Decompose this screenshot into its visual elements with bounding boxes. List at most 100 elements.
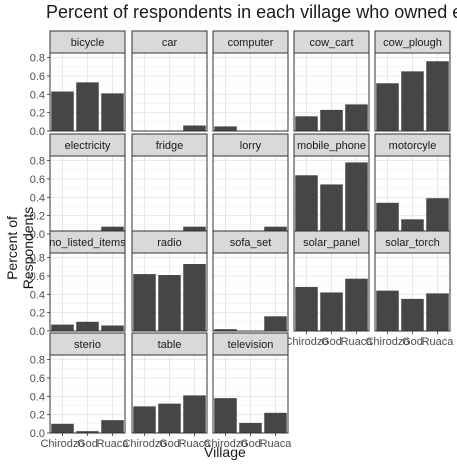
bar-motorcyle-chirodzo bbox=[376, 202, 399, 234]
bar-mobile-phone-chirodzo bbox=[295, 175, 318, 234]
bar-radio-ruaca bbox=[183, 264, 206, 331]
x-tick-label: God bbox=[402, 336, 423, 348]
panel-border bbox=[131, 252, 208, 332]
bar-mobile-phone-ruaca bbox=[345, 162, 368, 234]
strip-label: bicycle bbox=[71, 37, 105, 49]
y-tick-label: 0.0 bbox=[30, 126, 45, 138]
bar-bicycle-god bbox=[76, 82, 99, 131]
bar-fridge-ruaca bbox=[183, 226, 206, 234]
bar-cow-plough-chirodzo bbox=[376, 83, 399, 131]
panel-border bbox=[49, 52, 126, 132]
strip-label: solar_panel bbox=[303, 237, 360, 249]
strip-label: car bbox=[162, 37, 178, 49]
strip-label: table bbox=[158, 339, 182, 351]
x-tick-label: God bbox=[321, 336, 342, 348]
bar-sofa-set-ruaca bbox=[264, 316, 287, 331]
x-tick-label: Chirodzo bbox=[284, 336, 328, 348]
strip-label: television bbox=[228, 339, 274, 351]
panel-border bbox=[374, 52, 451, 132]
x-tick-label: Ruaca bbox=[97, 438, 130, 450]
bar-radio-god bbox=[158, 275, 181, 331]
bar-bicycle-chirodzo bbox=[51, 91, 74, 131]
panel-cow-cart: cow_cart bbox=[293, 30, 370, 132]
panel-motorcyle: motorcyle bbox=[374, 133, 451, 235]
bar-mobile-phone-god bbox=[320, 184, 343, 234]
y-tick-label: 0.8 bbox=[30, 355, 45, 367]
y-tick-label: 0.4 bbox=[30, 289, 45, 301]
strip-label: electricity bbox=[65, 140, 111, 152]
y-tick-label: 0.0 bbox=[30, 428, 45, 440]
panel-radio: radio bbox=[131, 230, 208, 332]
y-tick-label: 0.4 bbox=[30, 89, 45, 101]
x-tick-label: Ruaca bbox=[422, 336, 455, 348]
panel-mobile-phone: mobile_phone bbox=[293, 133, 370, 235]
bar-solar-torch-chirodzo bbox=[376, 290, 399, 331]
bar-cow-plough-god bbox=[401, 71, 424, 131]
y-tick-label: 0.8 bbox=[30, 156, 45, 168]
y-axis-title: Percent of Respondents bbox=[4, 206, 36, 290]
bar-cow-cart-ruaca bbox=[345, 104, 368, 131]
bar-cow-plough-ruaca bbox=[426, 61, 449, 132]
x-tick-label: Chirodzo bbox=[365, 336, 409, 348]
bar-electricity-ruaca bbox=[101, 226, 124, 234]
bar-solar-panel-ruaca bbox=[345, 278, 368, 331]
bar-solar-panel-god bbox=[320, 292, 343, 331]
x-tick-label: Ruaca bbox=[260, 438, 293, 450]
strip-label: solar_torch bbox=[385, 237, 439, 249]
bar-sterio-ruaca bbox=[101, 420, 124, 433]
bar-table-ruaca bbox=[183, 395, 206, 433]
panel-border bbox=[49, 252, 126, 332]
bar-television-ruaca bbox=[264, 412, 287, 433]
bar-solar-torch-ruaca bbox=[426, 293, 449, 331]
panel-border bbox=[212, 52, 289, 132]
y-tick-label: 0.8 bbox=[30, 253, 45, 265]
y-tick-label: 0.8 bbox=[30, 53, 45, 65]
bar-no-listed-items-ruaca bbox=[101, 325, 124, 331]
bar-sterio-chirodzo bbox=[51, 423, 74, 433]
strip-label: motorcyle bbox=[389, 140, 437, 152]
panel-computer: computer bbox=[212, 30, 289, 132]
y-tick-label: 0.6 bbox=[30, 71, 45, 83]
strip-label: sofa_set bbox=[230, 237, 272, 249]
y-tick-label: 0.0 bbox=[30, 229, 45, 241]
panel-electricity: electricity 0.0 0.2 0.4 0.6 0.8 bbox=[30, 133, 126, 241]
y-tick-label: 0.6 bbox=[30, 174, 45, 186]
panel-car: car bbox=[131, 30, 208, 132]
bar-solar-torch-god bbox=[401, 298, 424, 331]
bar-radio-chirodzo bbox=[133, 274, 156, 331]
x-axis-title: Village bbox=[204, 444, 246, 460]
chart-title: Percent of respondents in each village w… bbox=[46, 2, 457, 22]
bar-car-ruaca bbox=[183, 125, 206, 131]
bar-television-chirodzo bbox=[214, 398, 237, 433]
x-tick-label: Chirodzo bbox=[122, 438, 166, 450]
bar-computer-chirodzo bbox=[214, 126, 237, 131]
bar-motorcyle-ruaca bbox=[426, 198, 449, 234]
strip-label: fridge bbox=[156, 140, 184, 152]
bar-lorry-ruaca bbox=[264, 226, 287, 234]
strip-label: sterio bbox=[74, 339, 101, 351]
strip-label: no_listed_items bbox=[49, 237, 126, 249]
y-tick-label: 0.2 bbox=[30, 308, 45, 320]
y-tick-label: 0.6 bbox=[30, 373, 45, 385]
x-tick-label: God bbox=[240, 438, 261, 450]
panel-bicycle: bicycle 0.0 0.2 0.4 0.6 0.8 bbox=[30, 30, 126, 138]
y-tick-label: 0.2 bbox=[30, 211, 45, 223]
bar-solar-panel-chirodzo bbox=[295, 286, 318, 331]
strip-label: computer bbox=[228, 37, 274, 49]
bar-cow-cart-chirodzo bbox=[295, 116, 318, 131]
bar-cow-cart-god bbox=[320, 109, 343, 131]
panel-border bbox=[293, 52, 370, 132]
x-tick-label: Ruaca bbox=[341, 336, 374, 348]
strip-label: cow_plough bbox=[383, 37, 442, 49]
y-tick-label: 0.4 bbox=[30, 391, 45, 403]
x-tick-label: Ruaca bbox=[179, 438, 212, 450]
bar-sterio-god bbox=[76, 431, 99, 433]
strip-label: mobile_phone bbox=[297, 140, 366, 152]
strip-label: radio bbox=[157, 237, 181, 249]
bar-no-listed-items-god bbox=[76, 321, 99, 331]
